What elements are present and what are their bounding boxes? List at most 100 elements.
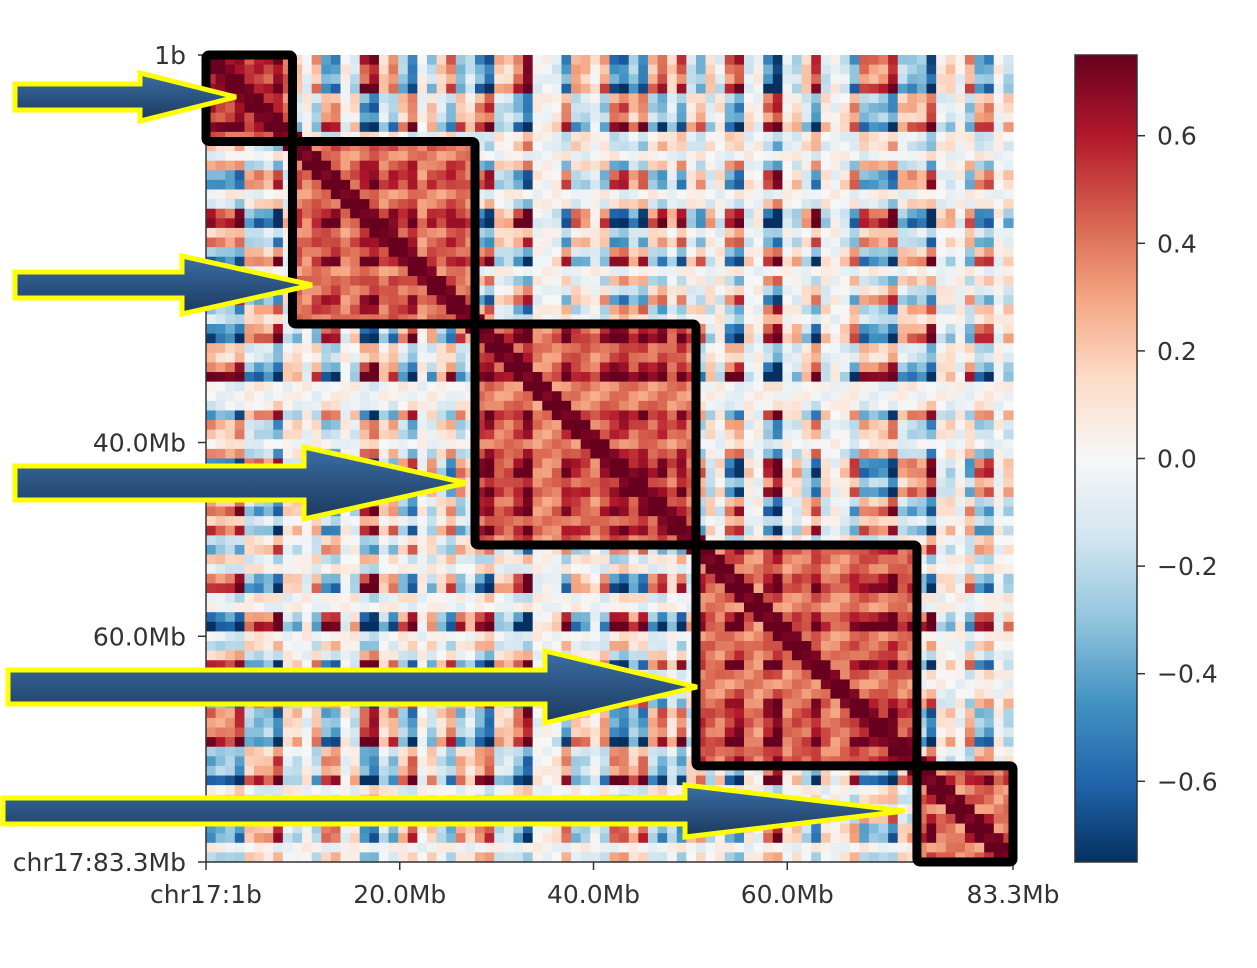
heatmap-cell — [811, 237, 822, 248]
heatmap-cell — [878, 256, 889, 267]
heatmap-cell — [772, 170, 784, 181]
heatmap-cell — [715, 112, 726, 123]
heatmap-cell — [686, 295, 697, 306]
heatmap-cell — [254, 400, 265, 412]
heatmap-cell — [667, 55, 678, 66]
heatmap-cell — [532, 593, 543, 604]
heatmap-cell — [302, 593, 313, 604]
heatmap-cell — [984, 227, 995, 239]
heatmap-cell — [388, 583, 399, 594]
heatmap-cell — [888, 304, 899, 315]
heatmap-cell — [417, 55, 428, 66]
heatmap-cell — [330, 352, 342, 364]
heatmap-cell — [532, 468, 543, 479]
heatmap-cell — [561, 64, 572, 75]
heatmap-cell — [868, 602, 880, 613]
heatmap-cell — [974, 83, 985, 95]
heatmap-cell — [840, 362, 851, 373]
heatmap-cell — [859, 593, 870, 604]
heatmap-cell — [609, 83, 620, 95]
heatmap-cell — [686, 74, 697, 85]
heatmap-cell — [455, 304, 466, 315]
heatmap-cell — [484, 362, 495, 373]
heatmap-cell — [772, 304, 784, 315]
heatmap-cell — [916, 256, 928, 267]
heatmap-cell — [859, 247, 870, 258]
heatmap-cell — [763, 554, 774, 565]
heatmap-cell — [350, 420, 361, 431]
heatmap-cell — [523, 381, 534, 392]
heatmap-cell — [503, 141, 515, 152]
heatmap-cell — [619, 74, 630, 85]
heatmap-cell — [215, 247, 226, 258]
heatmap-cell — [263, 141, 274, 152]
heatmap-cell — [984, 266, 995, 277]
heatmap-cell — [772, 55, 784, 66]
heatmap-cell — [311, 256, 322, 267]
heatmap-cell — [234, 602, 246, 613]
heatmap-cell — [292, 391, 303, 402]
heatmap-cell — [369, 304, 380, 315]
heatmap-cell — [282, 621, 294, 633]
heatmap-cell — [513, 506, 524, 517]
heatmap-cell — [955, 593, 966, 604]
heatmap-cell — [820, 593, 832, 604]
heatmap-cell — [724, 602, 735, 613]
heatmap-cell — [744, 170, 755, 181]
heatmap-cell — [398, 506, 409, 517]
heatmap-cell — [859, 612, 870, 623]
heatmap-cell — [859, 227, 870, 239]
heatmap-cell — [263, 122, 274, 133]
heatmap-cell — [667, 314, 678, 325]
heatmap-cell — [715, 333, 726, 344]
heatmap-cell — [734, 141, 745, 152]
heatmap-cell — [302, 189, 313, 200]
heatmap-cell — [599, 343, 611, 354]
heatmap-cell — [974, 208, 985, 219]
heatmap-cell — [263, 93, 274, 104]
heatmap-cell — [446, 621, 457, 633]
heatmap-cell — [378, 141, 390, 152]
heatmap-cell — [254, 247, 265, 258]
heatmap-cell — [273, 602, 284, 613]
heatmap-cell — [667, 516, 678, 527]
heatmap-cell — [340, 256, 351, 267]
heatmap-cell — [234, 506, 246, 517]
heatmap-cell — [292, 439, 303, 450]
heatmap-cell — [234, 324, 246, 335]
heatmap-cell — [763, 400, 774, 412]
heatmap-cell — [907, 593, 918, 604]
heatmap-cell — [868, 189, 880, 200]
heatmap-cell — [234, 55, 246, 66]
heatmap-cell — [244, 506, 255, 517]
heatmap-cell — [571, 525, 582, 536]
heatmap-cell — [801, 227, 812, 239]
heatmap-cell — [916, 477, 928, 488]
heatmap-cell — [859, 468, 870, 479]
heatmap-cell — [753, 131, 764, 143]
heatmap-cell — [494, 487, 505, 498]
heatmap-cell — [282, 381, 294, 392]
heatmap-cell — [599, 593, 611, 604]
heatmap-cell — [753, 83, 764, 95]
heatmap-cell — [494, 333, 505, 344]
heatmap-cell — [667, 160, 678, 171]
heatmap-cell — [475, 564, 486, 575]
heatmap-cell — [753, 554, 764, 565]
heatmap-cell — [676, 583, 687, 594]
heatmap-cell — [436, 247, 447, 258]
heatmap-cell — [724, 362, 735, 373]
heatmap-cell — [782, 103, 793, 114]
heatmap-cell — [705, 83, 716, 95]
heatmap-cell — [628, 275, 639, 287]
heatmap-cell — [763, 333, 774, 344]
heatmap-cell — [590, 516, 601, 527]
heatmap-cell — [446, 275, 457, 287]
heatmap-cell — [532, 304, 543, 315]
heatmap-cell — [475, 372, 486, 383]
heatmap-cell — [811, 227, 822, 239]
heatmap-cell — [676, 160, 687, 171]
heatmap-cell — [897, 160, 908, 171]
heatmap-cell — [609, 189, 620, 200]
heatmap-cell — [244, 141, 255, 152]
